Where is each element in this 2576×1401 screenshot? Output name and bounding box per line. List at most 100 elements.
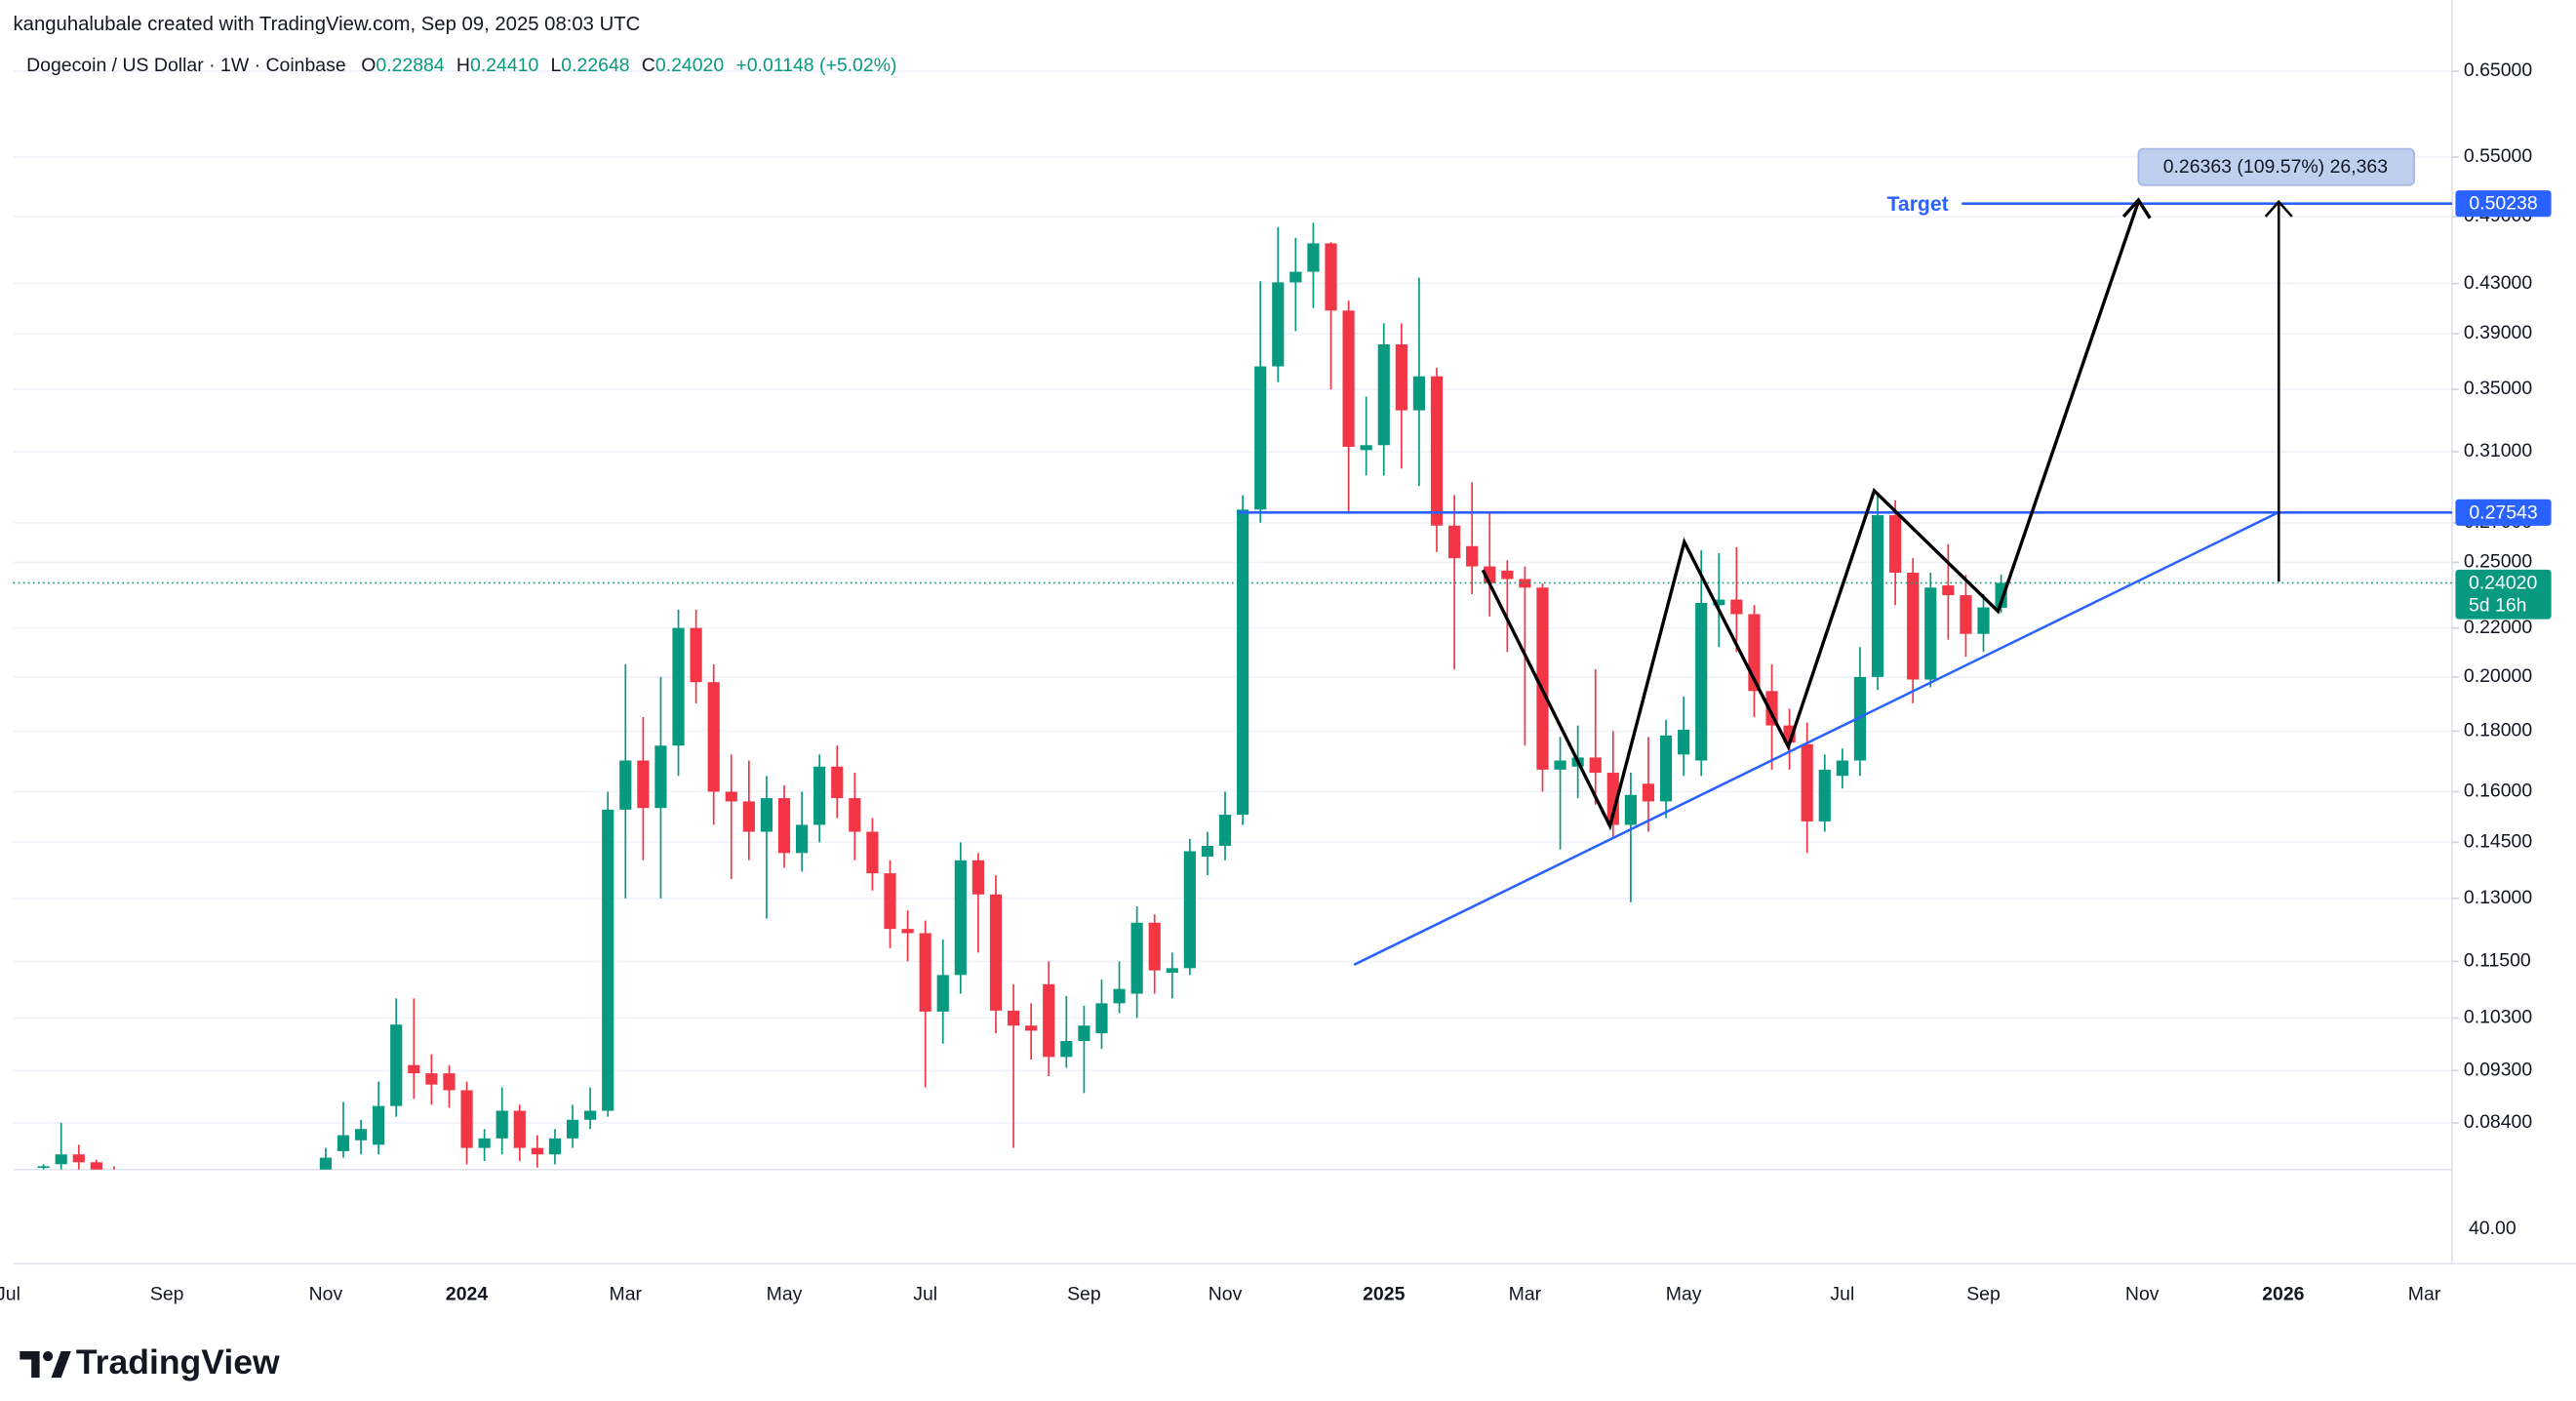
candle-body — [1624, 794, 1637, 825]
candle-body — [1589, 757, 1602, 774]
candle-body — [584, 1110, 597, 1120]
candle-body — [619, 760, 632, 810]
candle-body — [672, 627, 685, 746]
candle-body — [478, 1138, 491, 1148]
candle-body — [1060, 1041, 1073, 1058]
x-tick-label: May — [1666, 1284, 1702, 1305]
trend-line — [1353, 510, 2279, 967]
ohlc-value: 0.24020 — [655, 55, 724, 76]
symbol-header: Dogecoin / US Dollar · 1W · Coinbase O0.… — [26, 55, 896, 76]
candle-body — [443, 1073, 456, 1091]
price-lines: Target — [13, 193, 2453, 584]
candle-body — [1871, 515, 1884, 677]
candle-body — [919, 933, 931, 1012]
candle-body — [760, 798, 773, 832]
candle-body — [1606, 773, 1619, 825]
candle-body — [1183, 851, 1196, 969]
candle-body — [373, 1105, 385, 1145]
x-tick-label: Nov — [2125, 1284, 2160, 1305]
ohlc-value: 0.24410 — [470, 55, 538, 76]
candle-body — [1148, 922, 1161, 971]
x-tick-label: Mar — [2408, 1284, 2441, 1305]
x-tick-label: Jul — [0, 1284, 20, 1305]
change: +0.01148 (+5.02%) — [735, 55, 896, 76]
candle-body — [1113, 988, 1126, 1004]
candle-body — [954, 860, 967, 976]
candle-body — [1801, 743, 1813, 821]
candle-body — [425, 1073, 438, 1085]
candle-body — [408, 1064, 420, 1074]
drawings — [1353, 197, 2293, 967]
y-tick-label: 0.35000 — [2464, 378, 2532, 399]
brand: TradingView — [76, 1342, 280, 1381]
candle-body — [55, 1154, 67, 1165]
candle-body — [531, 1147, 543, 1155]
measure-label: 0.26363 (109.57%) 26,363 — [2163, 156, 2388, 178]
axes: 0.650000.550000.490000.430000.390000.350… — [0, 60, 2532, 1304]
candle-body — [1130, 922, 1143, 994]
x-tick-label: Sep — [150, 1284, 184, 1305]
candles — [37, 222, 2007, 1170]
candle-body — [390, 1024, 403, 1106]
y-tick-label: 0.31000 — [2464, 440, 2532, 461]
y-tick-label: 0.55000 — [2464, 145, 2532, 167]
candle-body — [725, 791, 737, 802]
candle-body — [1342, 310, 1355, 447]
candle-body — [1536, 587, 1549, 770]
candle-body — [1201, 845, 1214, 858]
candle-body — [1447, 525, 1461, 559]
candle-body — [1395, 344, 1407, 411]
candle-body — [1942, 585, 1955, 596]
candle-body — [1412, 376, 1426, 411]
candle-body — [1360, 445, 1372, 451]
ohlc-key: L — [550, 55, 561, 76]
candle-body — [813, 766, 826, 825]
candle-body — [548, 1138, 562, 1155]
candle-body — [884, 873, 896, 930]
x-tick-label: Mar — [1509, 1284, 1542, 1305]
x-tick-label: Jul — [913, 1284, 937, 1305]
x-tick-label: Sep — [1067, 1284, 1101, 1305]
countdown: 5d 16h — [2469, 594, 2527, 616]
candle-body — [936, 975, 949, 1012]
candle-body — [1466, 545, 1479, 567]
candle-body — [1907, 572, 1920, 680]
candle-body — [1095, 1003, 1108, 1034]
resistance-price-tag-box — [2455, 499, 2552, 526]
target-price-tag-box — [2455, 190, 2552, 218]
last-price-box — [2455, 569, 2552, 620]
lower-pane-tick-label: 40.00 — [2469, 1218, 2517, 1239]
projection-path — [1481, 201, 2140, 831]
ohlc-key: H — [456, 55, 470, 76]
candle-body — [1166, 968, 1178, 974]
resistance-price-tag: 0.27543 — [2469, 501, 2537, 523]
candle-body — [742, 801, 755, 832]
candle-body — [1853, 676, 1867, 761]
candle-body — [1377, 344, 1390, 446]
candle-body — [1007, 1010, 1020, 1026]
candle-body — [849, 798, 861, 832]
candle-body — [337, 1135, 350, 1151]
candle-body — [971, 860, 984, 895]
y-tick-label: 0.25000 — [2464, 550, 2532, 572]
x-tick-label: Jul — [1830, 1284, 1854, 1305]
y-tick-label: 0.18000 — [2464, 720, 2532, 741]
grid — [13, 70, 2453, 1124]
x-tick-label: May — [767, 1284, 803, 1305]
candle-body — [637, 760, 650, 809]
candle-body — [460, 1090, 473, 1148]
y-tick-label: 0.16000 — [2464, 781, 2532, 802]
candle-body — [654, 745, 667, 809]
candle-body — [1501, 570, 1514, 580]
ohlc-value: 0.22648 — [561, 55, 629, 76]
candle-body — [1554, 760, 1566, 770]
candle-body — [37, 1166, 50, 1169]
attribution: kanguhalubale created with TradingView.c… — [14, 14, 641, 35]
candle-body — [831, 766, 844, 799]
candle-body — [1272, 282, 1285, 367]
candle-body — [690, 627, 702, 683]
x-tick-label: Mar — [610, 1284, 643, 1305]
y-tick-label: 0.09300 — [2464, 1059, 2532, 1080]
